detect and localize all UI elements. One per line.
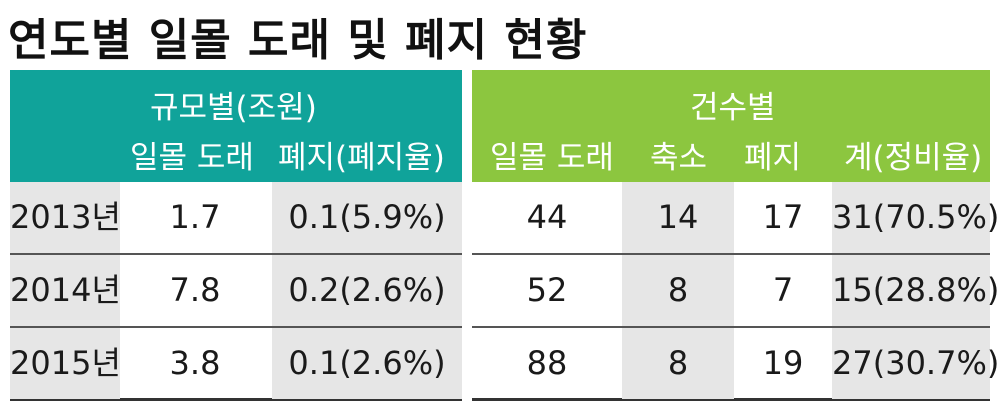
count-total-cell: 27(30.7%) (832, 328, 999, 399)
table-row: 2014년 7.8 0.2(2.6%) (10, 255, 462, 328)
table-row: 2013년 1.7 0.1(5.9%) (10, 182, 462, 255)
size-table-header: 규모별(조원) 일몰 도래 폐지(폐지율) (10, 70, 462, 182)
count-col-total: 계(정비율) (844, 140, 983, 176)
table-row: 88 8 19 27(30.7%) (472, 328, 999, 401)
size-table: 규모별(조원) 일몰 도래 폐지(폐지율) 2013년 1.7 0.1(5.9%… (10, 70, 462, 401)
year-cell: 2014년 (10, 255, 121, 326)
page-title: 연도별 일몰 도래 및 폐지 현황 (8, 15, 588, 66)
count-abolished-cell: 17 (762, 198, 804, 236)
count-expiring-cell: 88 (526, 344, 568, 382)
count-total-cell: 15(28.8%) (832, 255, 999, 326)
size-abolished-cell: 0.1(2.6%) (272, 328, 462, 399)
count-reduced-cell: 14 (622, 182, 734, 253)
count-col-expiring: 일몰 도래 (490, 140, 614, 176)
size-abolished-cell: 0.1(5.9%) (272, 182, 462, 253)
year-cell: 2015년 (10, 328, 121, 399)
count-col-abolished: 폐지 (744, 140, 802, 176)
table-row: 44 14 17 31(70.5%) (472, 182, 999, 255)
count-table-header: 건수별 일몰 도래 축소 폐지 계(정비율) (472, 70, 990, 182)
count-total-cell: 31(70.5%) (832, 182, 999, 253)
count-col-reduced: 축소 (650, 140, 708, 176)
count-abolished-cell: 7 (772, 271, 794, 309)
size-group-label: 규모별(조원) (150, 90, 317, 126)
size-expiring-cell: 1.7 (169, 198, 221, 236)
count-expiring-cell: 44 (526, 198, 568, 236)
count-table: 건수별 일몰 도래 축소 폐지 계(정비율) 44 14 17 31(70.5%… (472, 70, 999, 401)
count-reduced-cell: 8 (622, 255, 734, 326)
year-cell: 2013년 (10, 182, 121, 253)
count-abolished-cell: 19 (762, 344, 804, 382)
table-row: 52 8 7 15(28.8%) (472, 255, 999, 328)
count-expiring-cell: 52 (526, 271, 568, 309)
table-row: 2015년 3.8 0.1(2.6%) (10, 328, 462, 401)
count-reduced-cell: 8 (622, 328, 734, 399)
size-col-expiring: 일몰 도래 (130, 140, 254, 176)
size-expiring-cell: 7.8 (169, 271, 221, 309)
count-group-label: 건수별 (690, 90, 776, 126)
size-abolished-cell: 0.2(2.6%) (272, 255, 462, 326)
size-expiring-cell: 3.8 (169, 344, 221, 382)
size-col-abolished: 폐지(폐지율) (278, 140, 445, 176)
